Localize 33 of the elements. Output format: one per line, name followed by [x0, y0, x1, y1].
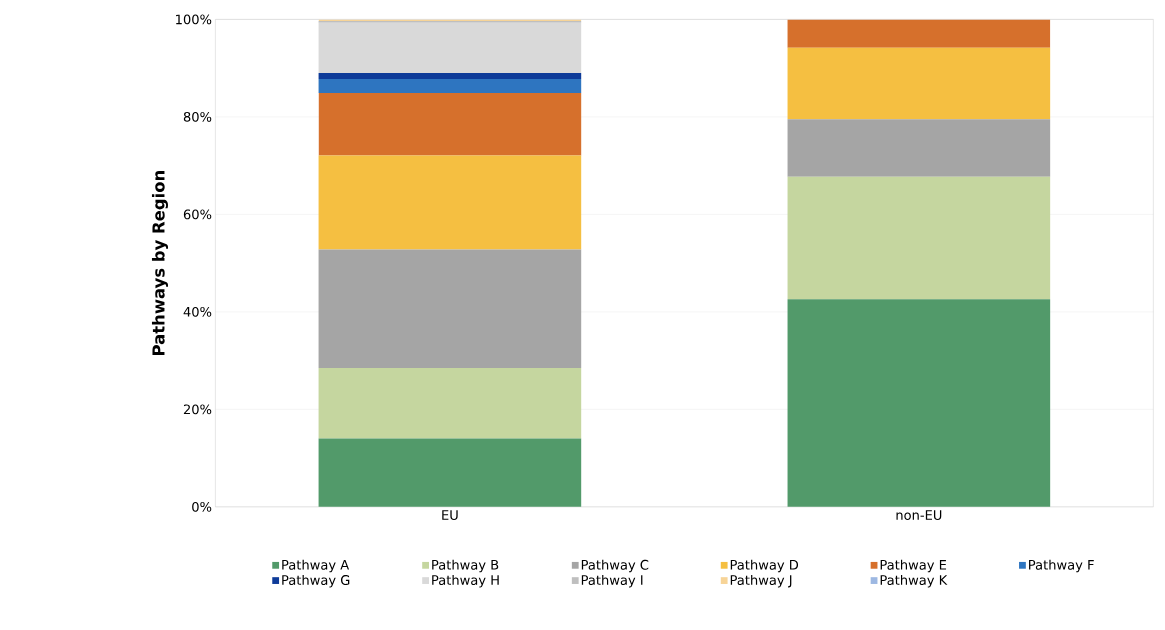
legend-label: Pathway B	[432, 559, 499, 573]
legend-label: Pathway E	[880, 559, 947, 573]
legend-label: Pathway C	[581, 559, 649, 573]
bar	[318, 92, 582, 156]
bar	[318, 78, 582, 93]
legend-label: Pathway A	[282, 559, 350, 573]
legend-label: Pathway K	[880, 574, 948, 588]
legend-label: Pathway F	[1029, 559, 1094, 573]
bar	[318, 22, 582, 73]
y-tick-label: 80%	[183, 111, 212, 122]
legend-label: Pathway I	[581, 574, 643, 588]
bar	[318, 438, 582, 507]
bar	[318, 367, 582, 439]
y-tick-label: 60%	[183, 209, 212, 220]
legend-label: Pathway D	[730, 559, 799, 573]
x-tick-label: non-EU	[896, 510, 942, 520]
y-tick-label: 40%	[183, 306, 212, 317]
bar	[787, 47, 1051, 120]
y-axis-title: Pathways by Region	[151, 170, 169, 355]
y-tick-label: 20%	[183, 404, 212, 415]
y-tick-label: 0%	[192, 501, 212, 512]
y-tick-label: 100%	[176, 14, 212, 25]
bar	[787, 119, 1051, 177]
bar	[318, 155, 582, 250]
legend-label: Pathway J	[730, 574, 792, 588]
x-tick-label: EU	[442, 510, 458, 520]
bar	[787, 299, 1051, 507]
bar	[787, 176, 1051, 300]
legend-label: Pathway H	[432, 574, 499, 588]
bar	[787, 19, 1051, 48]
bar	[318, 72, 582, 79]
bar	[318, 249, 582, 368]
legend-label: Pathway G	[282, 574, 350, 588]
